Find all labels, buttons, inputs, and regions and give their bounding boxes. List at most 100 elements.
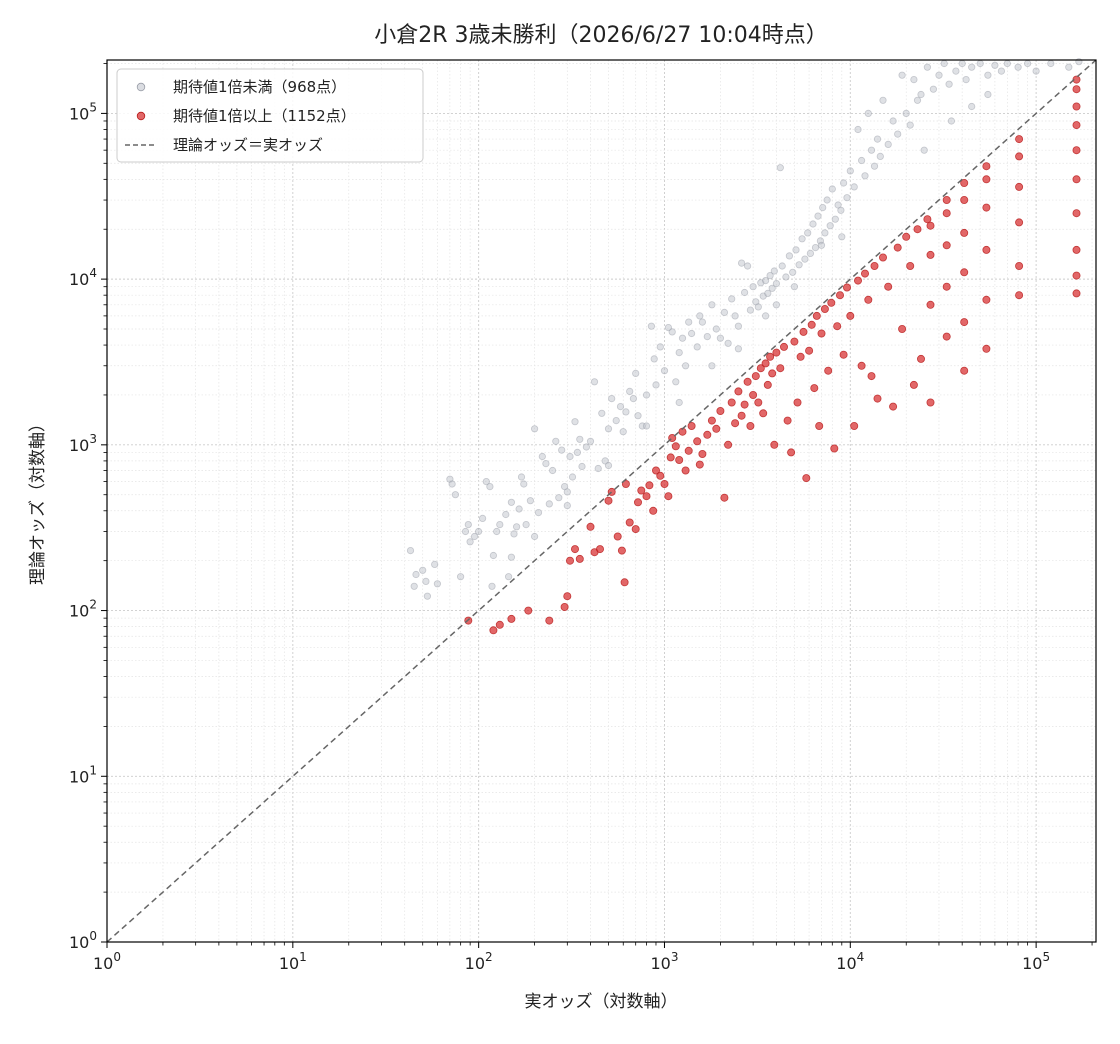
point-below-ev1 bbox=[801, 255, 809, 263]
point-below-ev1 bbox=[811, 244, 820, 252]
point-above-ev1 bbox=[617, 546, 626, 555]
point-above-ev1 bbox=[917, 354, 926, 363]
point-below-ev1 bbox=[798, 235, 806, 243]
point-below-ev1 bbox=[681, 362, 690, 370]
point-above-ev1 bbox=[857, 361, 866, 370]
series-1 bbox=[464, 75, 1081, 635]
point-below-ev1 bbox=[952, 67, 960, 75]
point-above-ev1 bbox=[756, 364, 765, 373]
point-below-ev1 bbox=[716, 334, 725, 342]
x-axis-label: 実オッズ（対数軸） bbox=[525, 992, 678, 1012]
point-above-ev1 bbox=[1072, 289, 1081, 298]
point-below-ev1 bbox=[555, 494, 563, 502]
point-below-ev1 bbox=[720, 308, 729, 316]
point-below-ev1 bbox=[984, 90, 992, 99]
series-2 bbox=[106, 59, 1097, 943]
point-above-ev1 bbox=[746, 421, 755, 430]
point-below-ev1 bbox=[828, 185, 836, 193]
x-tick-label: 105 bbox=[1022, 950, 1050, 973]
point-above-ev1 bbox=[960, 195, 969, 204]
point-below-ev1 bbox=[534, 508, 543, 517]
point-above-ev1 bbox=[1015, 152, 1024, 161]
point-below-ev1 bbox=[571, 418, 579, 426]
point-above-ev1 bbox=[913, 225, 922, 234]
point-below-ev1 bbox=[656, 343, 664, 351]
y-tick-label: 103 bbox=[69, 432, 97, 455]
point-below-ev1 bbox=[687, 329, 696, 338]
point-below-ev1 bbox=[423, 592, 431, 600]
point-below-ev1 bbox=[693, 343, 701, 351]
point-above-ev1 bbox=[524, 606, 533, 615]
point-below-ev1 bbox=[406, 546, 415, 555]
point-above-ev1 bbox=[631, 525, 640, 534]
point-below-ev1 bbox=[1003, 59, 1011, 68]
point-above-ev1 bbox=[495, 620, 504, 629]
point-below-ev1 bbox=[776, 164, 784, 172]
point-above-ev1 bbox=[671, 442, 680, 451]
point-below-ev1 bbox=[698, 318, 707, 326]
point-below-ev1 bbox=[496, 520, 504, 529]
point-below-ev1 bbox=[823, 196, 831, 204]
point-below-ev1 bbox=[612, 416, 620, 425]
point-below-ev1 bbox=[839, 179, 848, 187]
point-below-ev1 bbox=[817, 241, 826, 249]
point-above-ev1 bbox=[982, 245, 991, 254]
point-below-ev1 bbox=[412, 570, 420, 579]
point-above-ev1 bbox=[1072, 146, 1081, 155]
point-below-ev1 bbox=[520, 480, 528, 488]
point-below-ev1 bbox=[642, 391, 651, 399]
point-below-ev1 bbox=[634, 412, 642, 420]
point-below-ev1 bbox=[708, 301, 716, 309]
y-tick-label: 100 bbox=[69, 929, 97, 952]
point-below-ev1 bbox=[548, 466, 557, 475]
point-above-ev1 bbox=[846, 311, 855, 320]
y-tick-label: 102 bbox=[69, 598, 97, 621]
point-below-ev1 bbox=[768, 284, 776, 292]
point-above-ev1 bbox=[656, 471, 665, 480]
legend-box bbox=[116, 68, 424, 163]
x-tick-label: 102 bbox=[465, 950, 493, 973]
point-below-ev1 bbox=[489, 551, 497, 560]
point-below-ev1 bbox=[846, 167, 854, 175]
point-above-ev1 bbox=[817, 329, 826, 338]
legend-marker-swatch bbox=[136, 82, 146, 92]
point-below-ev1 bbox=[749, 283, 757, 291]
point-below-ev1 bbox=[724, 339, 732, 347]
point-below-ev1 bbox=[917, 90, 925, 99]
series-0 bbox=[406, 58, 1083, 600]
point-above-ev1 bbox=[1015, 135, 1024, 144]
point-below-ev1 bbox=[778, 262, 786, 270]
legend-item-1: 期待値1倍以上（1152点） bbox=[136, 107, 356, 125]
point-below-ev1 bbox=[703, 332, 711, 341]
point-above-ev1 bbox=[982, 295, 991, 304]
point-above-ev1 bbox=[884, 282, 893, 291]
point-above-ev1 bbox=[867, 372, 876, 381]
point-above-ev1 bbox=[793, 398, 802, 407]
x-tick-label: 101 bbox=[279, 950, 307, 973]
point-below-ev1 bbox=[433, 580, 441, 588]
legend-label: 理論オッズ＝実オッズ bbox=[173, 136, 323, 154]
point-below-ev1 bbox=[782, 273, 790, 281]
point-below-ev1 bbox=[675, 398, 683, 407]
point-below-ev1 bbox=[772, 301, 781, 309]
point-below-ev1 bbox=[507, 498, 515, 506]
point-below-ev1 bbox=[945, 80, 953, 88]
point-below-ev1 bbox=[785, 252, 794, 260]
point-above-ev1 bbox=[960, 178, 969, 187]
point-above-ev1 bbox=[1072, 209, 1081, 218]
point-below-ev1 bbox=[685, 318, 693, 326]
point-below-ev1 bbox=[935, 71, 943, 79]
point-above-ev1 bbox=[926, 398, 935, 407]
point-above-ev1 bbox=[893, 243, 902, 252]
point-above-ev1 bbox=[743, 377, 752, 386]
x-tick-label: 100 bbox=[93, 950, 121, 973]
point-above-ev1 bbox=[850, 421, 859, 430]
point-below-ev1 bbox=[804, 229, 812, 237]
point-above-ev1 bbox=[749, 390, 758, 399]
point-above-ev1 bbox=[620, 578, 629, 587]
point-below-ev1 bbox=[482, 477, 490, 486]
point-above-ev1 bbox=[666, 453, 675, 462]
point-below-ev1 bbox=[838, 233, 846, 241]
point-above-ev1 bbox=[827, 298, 836, 307]
